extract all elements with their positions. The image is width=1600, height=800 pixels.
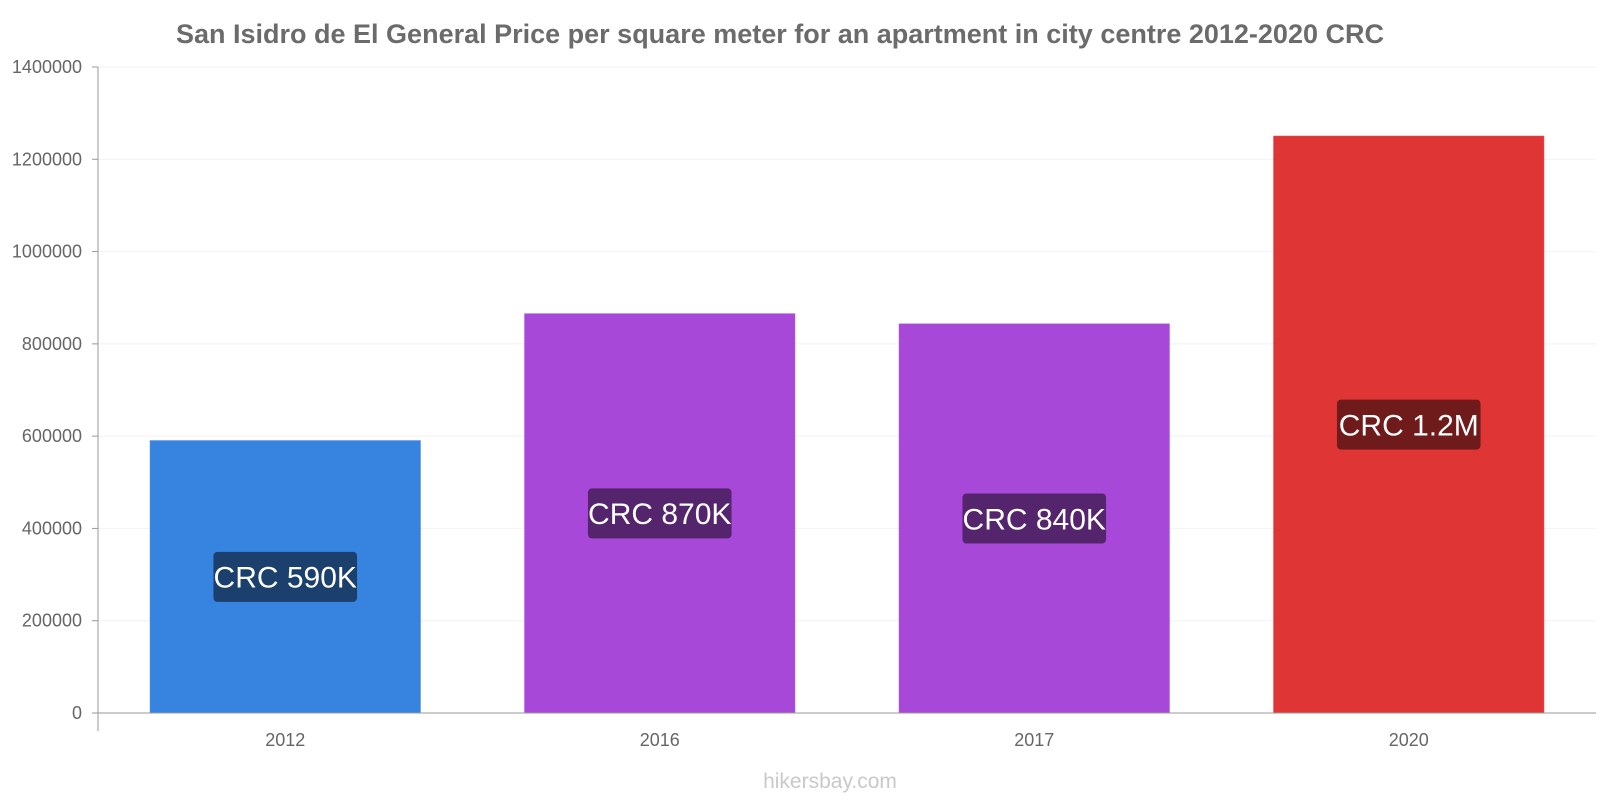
data-label-box	[962, 493, 1107, 544]
data-labels: CRC 590K CRC 870K CRC 840K CRC 1.2M	[213, 399, 1481, 602]
x-tick-label: 2020	[1389, 730, 1429, 750]
y-tick-label: 1400000	[12, 57, 82, 77]
data-label: CRC 870K	[588, 498, 731, 531]
watermark: hikersbay.com	[763, 770, 897, 793]
y-tick-label: 200000	[22, 611, 82, 631]
x-tick-label: 2017	[1014, 730, 1054, 750]
data-label: CRC 1.2M	[1339, 409, 1479, 442]
y-axis-ticks: 0 200000 400000 600000 800000 1000000 1200000 1…	[12, 57, 98, 723]
data-label: CRC 840K	[963, 503, 1106, 536]
y-tick-label: 1000000	[12, 242, 82, 262]
x-axis-ticks: 2012 2016 2017 2020	[265, 730, 1429, 750]
y-tick-label: 400000	[22, 518, 82, 538]
chart-title: San Isidro de El General Price per squar…	[176, 19, 1384, 49]
bars	[149, 135, 1545, 714]
y-tick-label: 1200000	[12, 149, 82, 169]
y-tick-label: 600000	[22, 426, 82, 446]
y-tick-label: 0	[72, 703, 82, 723]
y-tick-label: 800000	[22, 334, 82, 354]
data-label-box	[213, 551, 358, 602]
data-label-box	[1336, 399, 1481, 450]
x-tick-label: 2016	[640, 730, 680, 750]
data-label-box	[587, 488, 732, 539]
data-label: CRC 590K	[214, 562, 357, 595]
x-tick-label: 2012	[265, 730, 305, 750]
